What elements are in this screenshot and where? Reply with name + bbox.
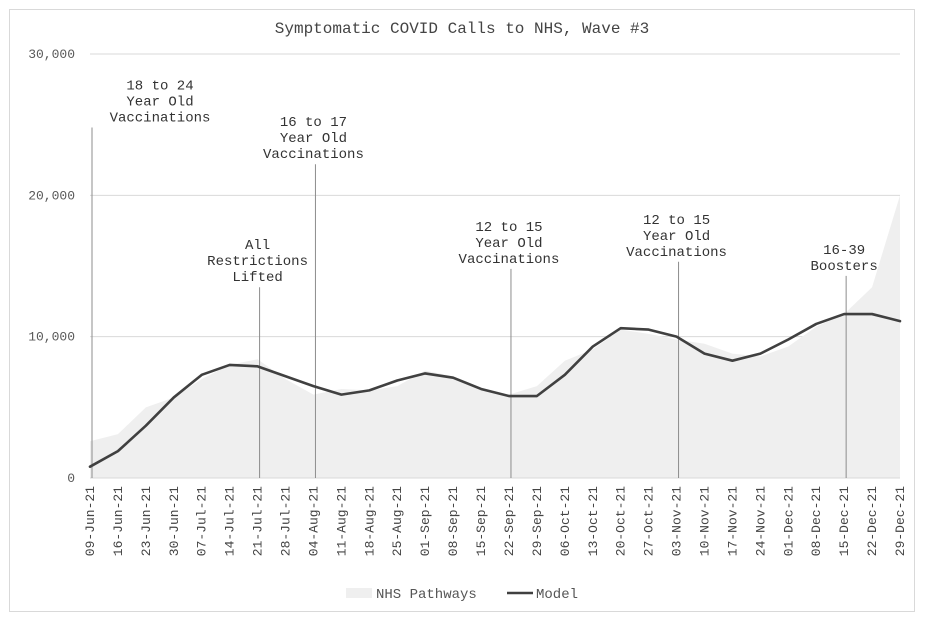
y-tick-label-0: 0 (67, 471, 75, 486)
annotation-label-1-1: Restrictions (207, 254, 308, 270)
x-tick-label-3: 30-Jun-21 (167, 486, 182, 556)
annotation-label-1-0: All (245, 238, 270, 254)
x-tick-label-26: 08-Dec-21 (809, 486, 824, 556)
annotation-label-2-1: Year Old (280, 131, 347, 147)
x-tick-label-25: 01-Dec-21 (781, 486, 796, 556)
x-tick-label-28: 22-Dec-21 (865, 486, 880, 556)
x-tick-label-8: 04-Aug-21 (306, 486, 321, 556)
annotation-label-4-2: Vaccinations (626, 245, 727, 261)
annotation-label-0-2: Vaccinations (110, 110, 211, 126)
x-tick-label-4: 07-Jul-21 (195, 486, 210, 556)
x-tick-label-18: 13-Oct-21 (586, 486, 601, 556)
series-area-nhs-pathways (90, 195, 900, 479)
annotation-label-0-0: 18 to 24 (126, 78, 193, 94)
annotation-label-4-0: 12 to 15 (643, 213, 710, 229)
x-tick-label-24: 24-Nov-21 (753, 486, 768, 556)
x-tick-label-21: 03-Nov-21 (670, 486, 685, 556)
x-tick-label-9: 11-Aug-21 (334, 486, 349, 556)
x-tick-label-23: 17-Nov-21 (725, 486, 740, 556)
x-tick-label-14: 15-Sep-21 (474, 486, 489, 556)
x-tick-label-17: 06-Oct-21 (558, 486, 573, 556)
x-tick-label-5: 14-Jul-21 (223, 486, 238, 556)
x-tick-label-19: 20-Oct-21 (614, 486, 629, 556)
x-tick-label-10: 18-Aug-21 (362, 486, 377, 556)
y-tick-label-3: 30,000 (28, 47, 75, 62)
x-tick-label-6: 21-Jul-21 (251, 486, 266, 556)
x-tick-label-2: 23-Jun-21 (139, 486, 154, 556)
annotation-label-5-1: Boosters (811, 259, 878, 275)
x-tick-label-11: 25-Aug-21 (390, 486, 405, 556)
x-tick-label-13: 08-Sep-21 (446, 486, 461, 556)
annotation-label-3-0: 12 to 15 (475, 220, 542, 236)
legend-label-model: Model (536, 587, 578, 603)
x-tick-label-12: 01-Sep-21 (418, 486, 433, 556)
legend-label-nhs-pathways: NHS Pathways (376, 587, 477, 603)
y-tick-label-1: 10,000 (28, 330, 75, 345)
x-tick-label-15: 22-Sep-21 (502, 486, 517, 556)
annotation-label-3-1: Year Old (475, 236, 542, 252)
annotation-label-2-0: 16 to 17 (280, 115, 347, 131)
y-tick-label-2: 20,000 (28, 188, 75, 203)
legend-swatch-nhs-pathways (346, 588, 372, 598)
x-tick-label-1: 16-Jun-21 (111, 486, 126, 556)
annotation-label-5-0: 16-39 (823, 243, 865, 259)
chart-title: Symptomatic COVID Calls to NHS, Wave #3 (275, 20, 649, 38)
x-tick-label-22: 10-Nov-21 (697, 486, 712, 556)
series-line-model (88, 312, 902, 468)
x-tick-label-16: 29-Sep-21 (530, 486, 545, 556)
annotation-label-1-2: Lifted (232, 270, 282, 286)
x-tick-label-27: 15-Dec-21 (837, 486, 852, 556)
chart-frame (9, 9, 915, 612)
x-tick-label-29: 29-Dec-21 (893, 486, 908, 556)
annotation-label-2-2: Vaccinations (263, 147, 364, 163)
annotation-label-0-1: Year Old (126, 94, 193, 110)
annotation-label-4-1: Year Old (643, 229, 710, 245)
x-tick-label-7: 28-Jul-21 (279, 486, 294, 556)
annotation-label-3-2: Vaccinations (459, 252, 560, 268)
x-tick-label-0: 09-Jun-21 (83, 486, 98, 556)
x-tick-label-20: 27-Oct-21 (642, 486, 657, 556)
